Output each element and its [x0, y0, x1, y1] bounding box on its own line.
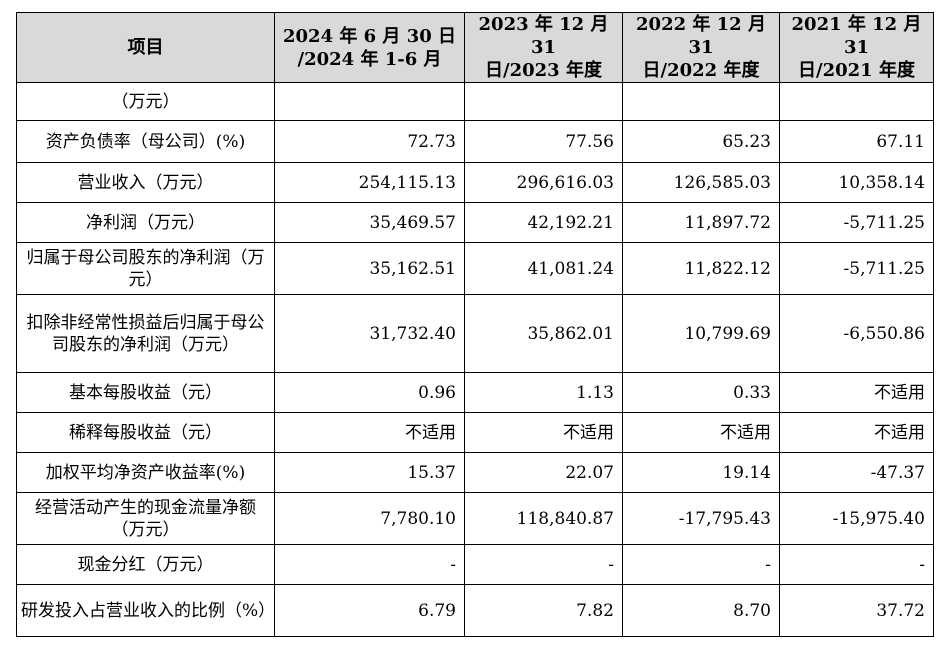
row-label: 稀释每股收益（元） — [16, 412, 275, 453]
header-period-2023: 2023 年 12 月 31 日/2023 年度 — [464, 12, 623, 83]
cell-value: - — [274, 544, 465, 585]
cell-value: 35,862.01 — [464, 294, 623, 373]
table-body: （万元） 资产负债率（母公司）(%) 72.73 77.56 65.23 67.… — [16, 82, 934, 637]
row-label: 净利润（万元） — [16, 202, 275, 243]
cell-value: 42,192.21 — [464, 202, 623, 243]
table-row: 营业收入（万元） 254,115.13 296,616.03 126,585.0… — [16, 162, 934, 203]
cell-value: -47.37 — [779, 452, 934, 493]
cell-value: 126,585.03 — [622, 162, 780, 203]
cell-value: 不适用 — [464, 412, 623, 453]
cell-value: 不适用 — [779, 372, 934, 413]
header-period-2022: 2022 年 12 月 31 日/2022 年度 — [622, 12, 780, 83]
cell-value: 不适用 — [622, 412, 780, 453]
cell-value: 254,115.13 — [274, 162, 465, 203]
table-row: 净利润（万元） 35,469.57 42,192.21 11,897.72 -5… — [16, 202, 934, 243]
cell-value: 22.07 — [464, 452, 623, 493]
cell-value: 65.23 — [622, 120, 780, 163]
table-row: 资产负债率（母公司）(%) 72.73 77.56 65.23 67.11 — [16, 120, 934, 163]
cell-value: -6,550.86 — [779, 294, 934, 373]
cell-value: 7.82 — [464, 584, 623, 637]
cell-value: -5,711.25 — [779, 202, 934, 243]
table-row: 研发投入占营业收入的比例（%） 6.79 7.82 8.70 37.72 — [16, 584, 934, 637]
cell-value: 10,799.69 — [622, 294, 780, 373]
cell-value: -15,975.40 — [779, 492, 934, 545]
cell-value: - — [779, 544, 934, 585]
cell-value: 72.73 — [274, 120, 465, 163]
cell-value — [779, 82, 934, 121]
header-row: 项目 2024 年 6 月 30 日/2024 年 1-6 月 2023 年 1… — [16, 12, 934, 83]
cell-value: -17,795.43 — [622, 492, 780, 545]
table-row: 扣除非经常性损益后归属于母公司股东的净利润（万元） 31,732.40 35,8… — [16, 294, 934, 373]
row-label: 归属于母公司股东的净利润（万元） — [16, 242, 275, 295]
cell-value: 77.56 — [464, 120, 623, 163]
table-header: 项目 2024 年 6 月 30 日/2024 年 1-6 月 2023 年 1… — [16, 12, 934, 83]
cell-value: 11,822.12 — [622, 242, 780, 295]
table-row: 现金分红（万元） - - - - — [16, 544, 934, 585]
table-row: 经营活动产生的现金流量净额（万元） 7,780.10 118,840.87 -1… — [16, 492, 934, 545]
header-period-2024h1: 2024 年 6 月 30 日/2024 年 1-6 月 — [274, 12, 465, 83]
cell-value: 35,469.57 — [274, 202, 465, 243]
cell-value: 15.37 — [274, 452, 465, 493]
row-label: （万元） — [16, 82, 275, 121]
cell-value: 19.14 — [622, 452, 780, 493]
row-label: 现金分红（万元） — [16, 544, 275, 585]
row-label: 扣除非经常性损益后归属于母公司股东的净利润（万元） — [16, 294, 275, 373]
table-row: 基本每股收益（元） 0.96 1.13 0.33 不适用 — [16, 372, 934, 413]
cell-value: 35,162.51 — [274, 242, 465, 295]
cell-value — [622, 82, 780, 121]
table-row: 稀释每股收益（元） 不适用 不适用 不适用 不适用 — [16, 412, 934, 453]
row-label: 研发投入占营业收入的比例（%） — [16, 584, 275, 637]
table-row: 加权平均净资产收益率(%) 15.37 22.07 19.14 -47.37 — [16, 452, 934, 493]
cell-value: 6.79 — [274, 584, 465, 637]
table-row: 归属于母公司股东的净利润（万元） 35,162.51 41,081.24 11,… — [16, 242, 934, 295]
row-label: 经营活动产生的现金流量净额（万元） — [16, 492, 275, 545]
header-period-2021: 2021 年 12 月 31 日/2021 年度 — [779, 12, 934, 83]
row-label: 加权平均净资产收益率(%) — [16, 452, 275, 493]
cell-value: 11,897.72 — [622, 202, 780, 243]
cell-value: 不适用 — [779, 412, 934, 453]
cell-value — [464, 82, 623, 121]
financial-indicators-table: 项目 2024 年 6 月 30 日/2024 年 1-6 月 2023 年 1… — [16, 12, 934, 637]
cell-value: 10,358.14 — [779, 162, 934, 203]
cell-value: -5,711.25 — [779, 242, 934, 295]
cell-value: 不适用 — [274, 412, 465, 453]
cell-value — [274, 82, 465, 121]
cell-value: 0.33 — [622, 372, 780, 413]
cell-value: 31,732.40 — [274, 294, 465, 373]
row-label: 资产负债率（母公司）(%) — [16, 120, 275, 163]
cell-value: 118,840.87 — [464, 492, 623, 545]
cell-value: 8.70 — [622, 584, 780, 637]
cell-value: 0.96 — [274, 372, 465, 413]
header-item: 项目 — [16, 12, 275, 83]
cell-value: - — [622, 544, 780, 585]
cell-value: 1.13 — [464, 372, 623, 413]
row-label: 营业收入（万元） — [16, 162, 275, 203]
cell-value: 41,081.24 — [464, 242, 623, 295]
table-row: （万元） — [16, 82, 934, 121]
cell-value: 37.72 — [779, 584, 934, 637]
row-label: 基本每股收益（元） — [16, 372, 275, 413]
cell-value: 7,780.10 — [274, 492, 465, 545]
cell-value: 296,616.03 — [464, 162, 623, 203]
cell-value: 67.11 — [779, 120, 934, 163]
cell-value: - — [464, 544, 623, 585]
